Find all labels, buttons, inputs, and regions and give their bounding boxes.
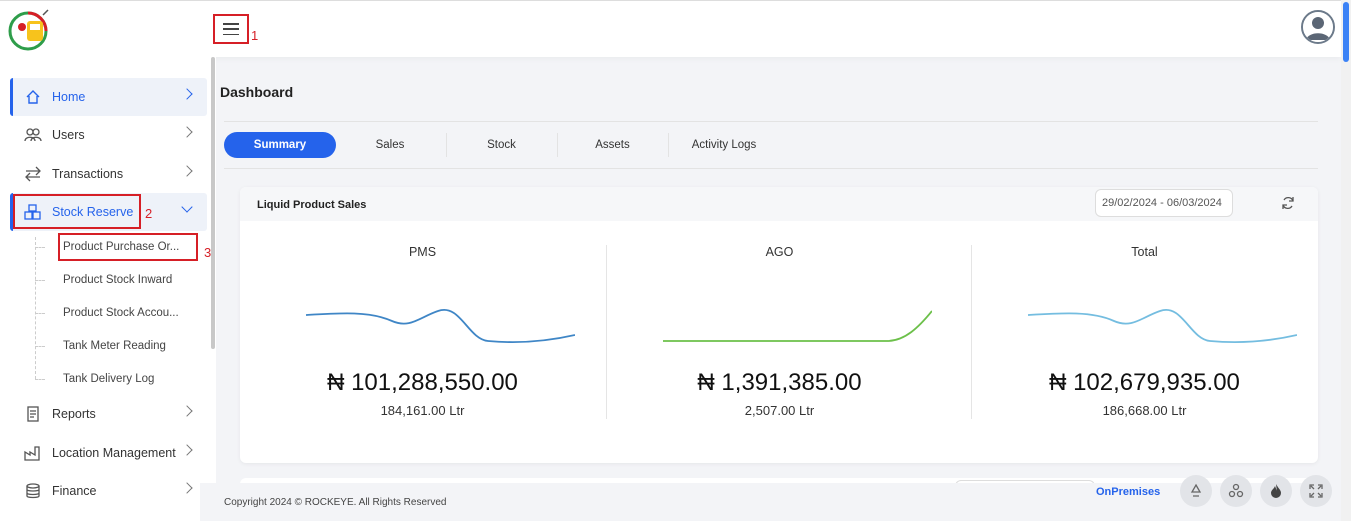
chevron-right-icon — [181, 126, 193, 138]
factory-icon — [24, 444, 42, 462]
chevron-right-icon — [181, 444, 193, 456]
tab-summary[interactable]: Summary — [224, 132, 336, 158]
tab-separator — [557, 133, 558, 157]
sales-volume: 184,161.00 Ltr — [380, 403, 465, 418]
menu-toggle-button[interactable] — [213, 14, 249, 44]
column-separator — [606, 245, 607, 419]
refresh-icon[interactable] — [1280, 195, 1296, 211]
submenu-item-product-purchase-order[interactable]: Product Purchase Or... — [63, 241, 180, 253]
tab-activity-logs[interactable]: Activity Logs — [691, 139, 757, 151]
tab-separator — [446, 133, 447, 157]
deployment-mode-label: OnPremises — [1096, 486, 1161, 498]
chevron-right-icon — [181, 88, 193, 100]
date-range-input[interactable] — [1095, 189, 1233, 217]
submenu-item-tank-delivery-log[interactable]: Tank Delivery Log — [63, 373, 155, 385]
recycle-button[interactable] — [1180, 475, 1212, 507]
tree-tick — [35, 346, 45, 347]
annotation-label: 2 — [145, 206, 153, 221]
footer: Copyright 2024 © ROCKEYE. All Rights Res… — [200, 475, 1341, 521]
sales-amount: ₦ 102,679,935.00 — [1049, 369, 1240, 396]
chevron-right-icon — [181, 165, 193, 177]
page-title: Dashboard — [220, 84, 294, 100]
divider — [224, 121, 1318, 122]
page-scrollbar[interactable] — [1341, 0, 1351, 521]
report-icon — [24, 405, 42, 423]
cluster-button[interactable] — [1220, 475, 1252, 507]
chevron-right-icon — [181, 482, 193, 494]
sidebar-item-label: Finance — [52, 484, 97, 498]
fullscreen-button[interactable] — [1300, 475, 1332, 507]
tab-separator — [668, 133, 669, 157]
sidebar-item-transactions[interactable]: Transactions — [10, 155, 207, 193]
home-icon — [24, 88, 42, 106]
scrollbar-thumb[interactable] — [1343, 2, 1349, 62]
sidebar-scrollbar[interactable] — [211, 57, 215, 349]
tab-sales[interactable]: Sales — [375, 139, 405, 151]
chevron-down-icon — [181, 201, 193, 213]
submenu-item-product-stock-inward[interactable]: Product Stock Inward — [63, 274, 173, 286]
tree-tick — [35, 280, 45, 281]
product-label: AGO — [765, 245, 794, 259]
transfer-arrows-icon — [24, 165, 42, 183]
sales-column-pms: PMS ₦ 101,288,550.00 184,161.00 Ltr — [240, 221, 605, 463]
copyright-text: Copyright 2024 © ROCKEYE. All Rights Res… — [224, 497, 447, 508]
sidebar-item-location-management[interactable]: Location Management — [10, 434, 207, 472]
sales-amount: ₦ 1,391,385.00 — [697, 369, 862, 396]
sidebar-item-label: Reports — [52, 407, 96, 421]
boxes-icon — [24, 203, 42, 221]
submenu-item-product-stock-account[interactable]: Product Stock Accou... — [63, 307, 179, 319]
sidebar-item-home[interactable]: Home — [10, 78, 207, 116]
app-logo[interactable] — [7, 9, 49, 51]
submenu-tree-line — [35, 237, 36, 379]
sales-column-ago: AGO ₦ 1,391,385.00 2,507.00 Ltr — [597, 221, 962, 463]
tree-tick — [35, 247, 45, 248]
column-separator — [971, 245, 972, 419]
flame-icon — [1271, 484, 1281, 498]
fullscreen-icon — [1309, 484, 1323, 498]
product-label: Total — [1131, 245, 1158, 259]
liquid-product-sales-card: Liquid Product Sales PMS ₦ 101,288,550.0… — [240, 187, 1318, 463]
submenu-item-tank-meter-reading[interactable]: Tank Meter Reading — [63, 340, 166, 352]
sidebar-item-label: Stock Reserve — [52, 205, 134, 219]
sparkline-ago — [663, 310, 932, 342]
sparkline-pms — [305, 308, 575, 343]
divider — [224, 168, 1318, 169]
tree-tick — [35, 313, 45, 314]
hamburger-icon — [223, 23, 239, 35]
sidebar-item-finance[interactable]: Finance — [10, 472, 207, 510]
chevron-right-icon — [181, 405, 193, 417]
sidebar-item-label: Transactions — [52, 167, 124, 181]
sidebar-item-label: Users — [52, 128, 85, 142]
sidebar-item-label: Location Management — [52, 446, 176, 460]
cluster-icon — [1228, 483, 1244, 498]
sidebar-item-label: Home — [52, 90, 86, 104]
product-label: PMS — [408, 245, 437, 259]
flame-button[interactable] — [1260, 475, 1292, 507]
annotation-label: 3 — [204, 245, 212, 260]
tab-stock[interactable]: Stock — [487, 139, 516, 151]
annotation-label: 1 — [251, 28, 259, 43]
sales-column-total: Total ₦ 102,679,935.00 186,668.00 Ltr — [962, 221, 1327, 463]
card-header: Liquid Product Sales — [240, 187, 1318, 221]
sparkline-total — [1027, 308, 1297, 343]
card-title: Liquid Product Sales — [257, 199, 367, 211]
recycle-icon — [1190, 483, 1202, 497]
tree-tick — [35, 379, 45, 380]
sidebar-item-reports[interactable]: Reports — [10, 395, 207, 433]
sparkline-chart — [305, 308, 575, 343]
sidebar-item-stock-reserve[interactable]: Stock Reserve — [10, 193, 207, 231]
sales-volume: 2,507.00 Ltr — [744, 403, 815, 418]
users-icon — [24, 126, 42, 144]
sidebar: Home Users Transactions Stock Reserve 2 … — [0, 57, 216, 521]
sparkline-chart — [663, 310, 932, 342]
sidebar-item-users[interactable]: Users — [10, 116, 207, 154]
tab-assets[interactable]: Assets — [595, 139, 630, 151]
coins-icon — [24, 482, 42, 500]
user-avatar[interactable] — [1301, 10, 1335, 44]
top-bar: 1 — [0, 0, 1341, 57]
sales-amount: ₦ 101,288,550.00 — [327, 369, 518, 396]
sparkline-chart — [1027, 308, 1297, 343]
sales-volume: 186,668.00 Ltr — [1102, 403, 1187, 418]
